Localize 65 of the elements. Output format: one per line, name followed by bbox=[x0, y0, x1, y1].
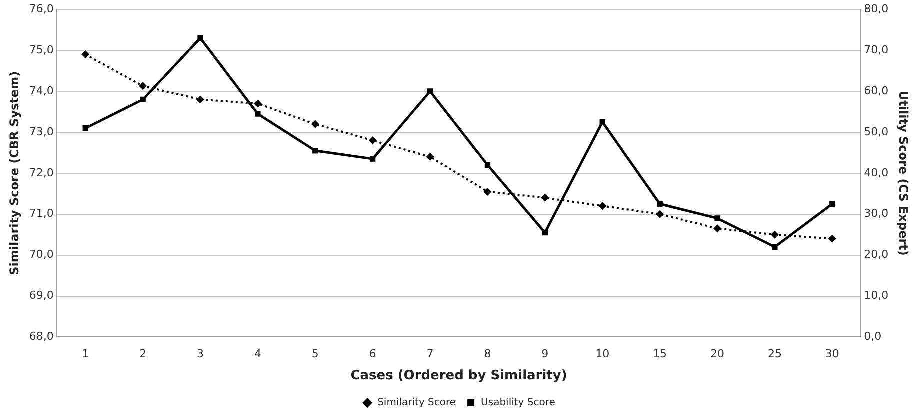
point bbox=[657, 201, 663, 207]
x-tick-label: 5 bbox=[312, 348, 319, 361]
y2-tick-label: 70,0 bbox=[864, 43, 889, 56]
point bbox=[255, 111, 261, 117]
point bbox=[772, 244, 778, 250]
point bbox=[542, 230, 548, 236]
y2-tick-label: 30,0 bbox=[864, 207, 889, 220]
y-tick-label: 76,0 bbox=[29, 2, 54, 16]
x-tick-label: 15 bbox=[653, 348, 668, 361]
point bbox=[140, 96, 146, 103]
x-tick-label: 7 bbox=[426, 348, 434, 361]
x-tick-label: 4 bbox=[254, 348, 262, 361]
point bbox=[82, 50, 90, 59]
point bbox=[484, 188, 492, 196]
y2-tick-label: 50,0 bbox=[864, 125, 889, 138]
point bbox=[370, 156, 376, 162]
point bbox=[598, 202, 607, 210]
point bbox=[541, 194, 550, 202]
x-tick-label: 8 bbox=[484, 348, 492, 361]
point bbox=[139, 82, 148, 90]
y2-tick-label: 10,0 bbox=[864, 289, 889, 302]
point bbox=[427, 88, 434, 94]
point bbox=[714, 216, 720, 222]
point bbox=[426, 153, 434, 162]
point bbox=[368, 136, 377, 145]
y-axis-title: Similarity Score (CBR System) bbox=[7, 71, 22, 276]
point bbox=[196, 96, 204, 104]
point bbox=[254, 100, 262, 108]
point bbox=[830, 201, 836, 207]
y-tick-label: 71,0 bbox=[29, 207, 54, 220]
y-tick-label: 74,0 bbox=[29, 84, 54, 98]
x-axis-title: Cases (Ordered by Similarity) bbox=[350, 368, 568, 384]
y-tick-label: 68,0 bbox=[29, 330, 54, 344]
y2-tick-label: 20,0 bbox=[864, 248, 889, 262]
y-tick-label: 73,0 bbox=[29, 125, 54, 138]
x-tick-label: 3 bbox=[197, 348, 204, 361]
point bbox=[770, 230, 779, 239]
x-tick-label: 30 bbox=[825, 348, 840, 361]
point bbox=[312, 148, 318, 154]
x-tick-label: 1 bbox=[82, 348, 90, 361]
x-tick-label: 6 bbox=[369, 348, 376, 361]
y-tick-label: 75,0 bbox=[29, 43, 54, 56]
point bbox=[828, 234, 836, 243]
x-tick-label: 2 bbox=[140, 348, 147, 361]
y-tick-label: 70,0 bbox=[29, 248, 54, 262]
legend-label: Usability Score bbox=[481, 398, 556, 409]
point bbox=[82, 126, 88, 132]
y2-tick-label: 0,0 bbox=[864, 330, 882, 344]
x-tick-label: 25 bbox=[768, 348, 782, 361]
point bbox=[311, 120, 320, 128]
y2-tick-label: 60,0 bbox=[864, 84, 889, 98]
point bbox=[714, 224, 722, 233]
point bbox=[198, 35, 204, 42]
legend-label: Similarity Score bbox=[378, 398, 456, 409]
x-tick-label: 10 bbox=[596, 348, 610, 361]
x-tick-label: 20 bbox=[710, 348, 724, 361]
y-tick-label: 69,0 bbox=[29, 289, 54, 302]
y2-tick-label: 40,0 bbox=[864, 166, 889, 180]
point bbox=[600, 119, 606, 126]
point bbox=[484, 162, 491, 168]
y-tick-label: 72,0 bbox=[29, 166, 54, 180]
y2-tick-label: 80,0 bbox=[864, 2, 889, 16]
point bbox=[656, 210, 664, 218]
y2-axis-title: Utility Score (CS Expert) bbox=[896, 90, 911, 256]
x-tick-label: 9 bbox=[542, 348, 549, 361]
